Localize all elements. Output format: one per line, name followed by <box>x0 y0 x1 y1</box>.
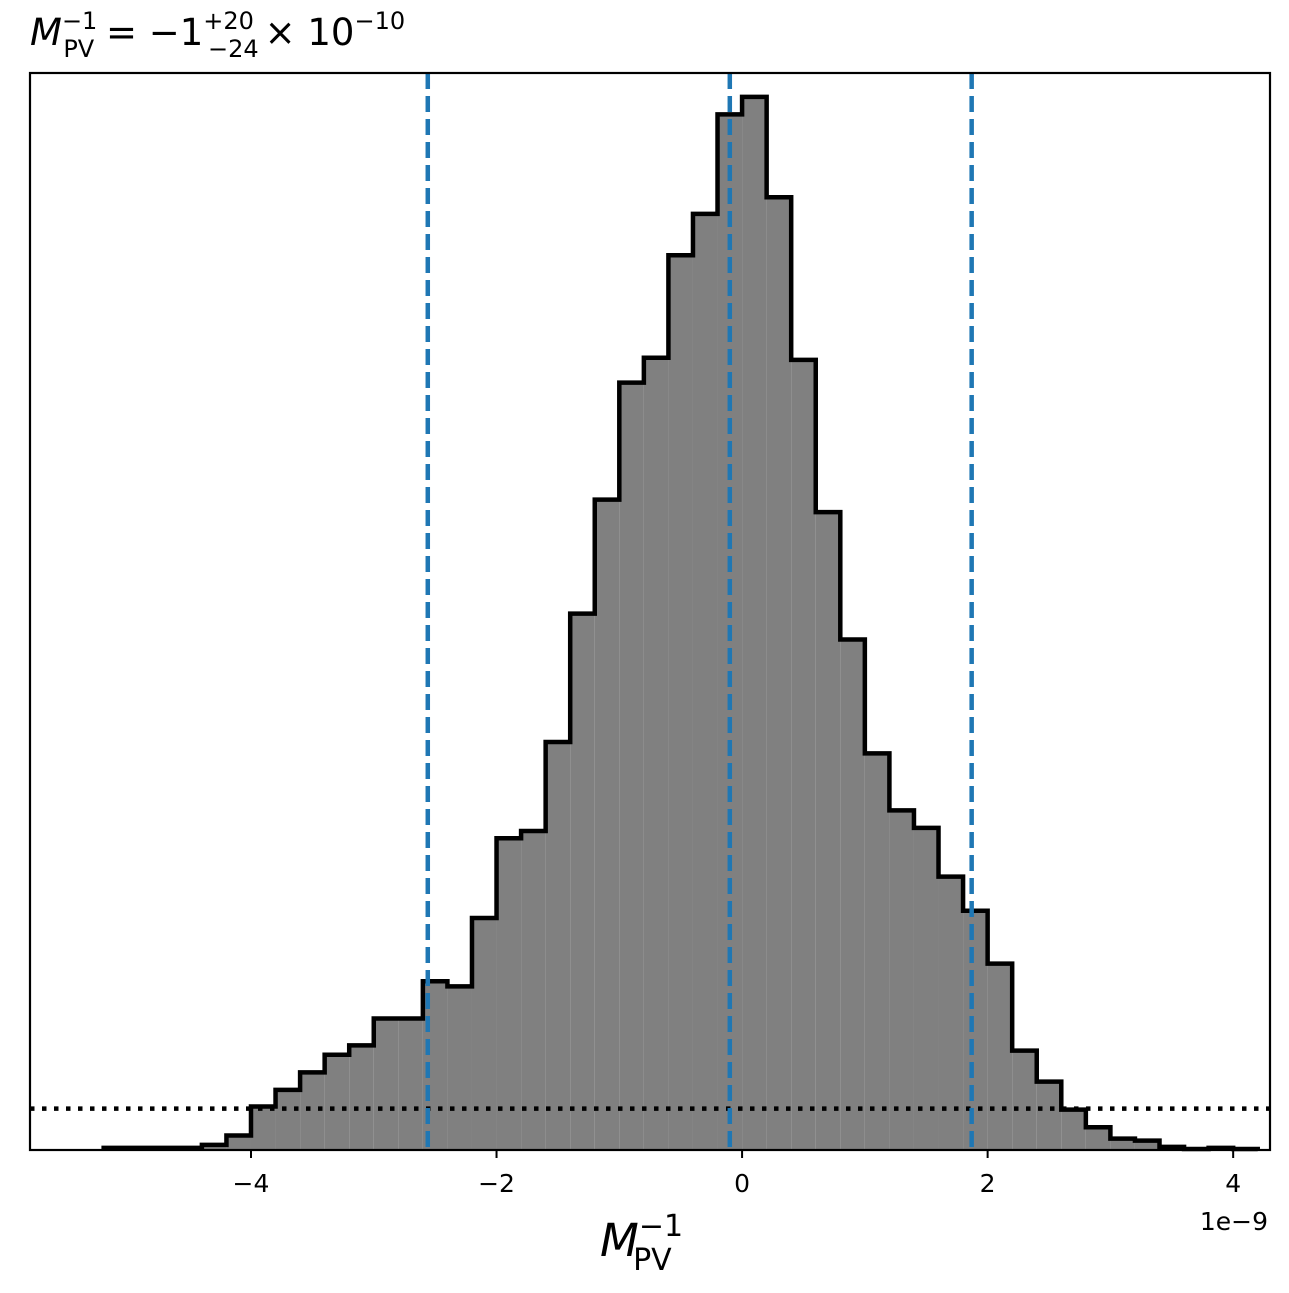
histogram-bar <box>938 876 964 1150</box>
histogram-bar <box>471 918 497 1150</box>
histogram-bar <box>643 357 669 1150</box>
histogram-bars <box>101 94 1260 1152</box>
histogram-bar <box>619 382 644 1150</box>
histogram-bar <box>594 499 620 1150</box>
histogram-bar <box>1012 1050 1037 1150</box>
histogram-bar <box>570 613 595 1150</box>
x-axis-ticks: −4 −2 0 2 4 <box>233 1150 1241 1198</box>
x-axis-offset-text: 1e−9 <box>1200 1207 1268 1236</box>
histogram-bar <box>275 1089 301 1150</box>
x-tick-label: −2 <box>478 1169 515 1198</box>
histogram-bar <box>226 1135 251 1150</box>
histogram-bar <box>447 986 472 1150</box>
histogram-bar <box>692 213 718 1151</box>
chart-title: M−1 PV = −1+20 −24 × 10−10 <box>30 7 405 63</box>
histogram-bar <box>300 1072 325 1150</box>
histogram-bar <box>398 1018 423 1150</box>
histogram-bar <box>1036 1081 1062 1150</box>
plot-frame <box>28 71 1272 1152</box>
histogram-bar <box>1085 1127 1111 1150</box>
quantile-lines <box>425 73 974 1150</box>
x-tick-label: 2 <box>980 1169 996 1198</box>
x-tick-label: 0 <box>734 1169 750 1198</box>
x-axis-label: M−1 PV <box>600 1209 683 1278</box>
histogram-bar <box>250 1106 276 1150</box>
histogram-bar <box>521 831 546 1150</box>
x-tick-label: −4 <box>233 1169 270 1198</box>
histogram-bar <box>1110 1138 1135 1150</box>
histogram-bar <box>840 639 865 1150</box>
histogram-bar <box>791 359 816 1150</box>
histogram-bar <box>324 1054 350 1150</box>
x-tick-label: 4 <box>1225 1169 1241 1198</box>
histogram-bar <box>987 963 1013 1150</box>
histogram-bar <box>742 96 767 1151</box>
histogram-bar <box>201 1144 227 1150</box>
histogram-bar <box>913 827 939 1150</box>
histogram-outline <box>101 94 1260 1152</box>
histogram-bar <box>1134 1140 1160 1150</box>
histogram-bar <box>545 741 571 1150</box>
histogram-bar <box>766 197 792 1150</box>
histogram-bar <box>815 512 841 1150</box>
histogram-bar <box>864 753 890 1150</box>
histogram-bar <box>496 838 522 1150</box>
histogram-bar <box>349 1045 374 1150</box>
histogram-bar <box>668 255 693 1150</box>
histogram-bar <box>889 810 914 1150</box>
histogram-bar <box>963 910 988 1150</box>
histogram-bar <box>373 1018 399 1150</box>
histogram-bar <box>1061 1109 1086 1150</box>
